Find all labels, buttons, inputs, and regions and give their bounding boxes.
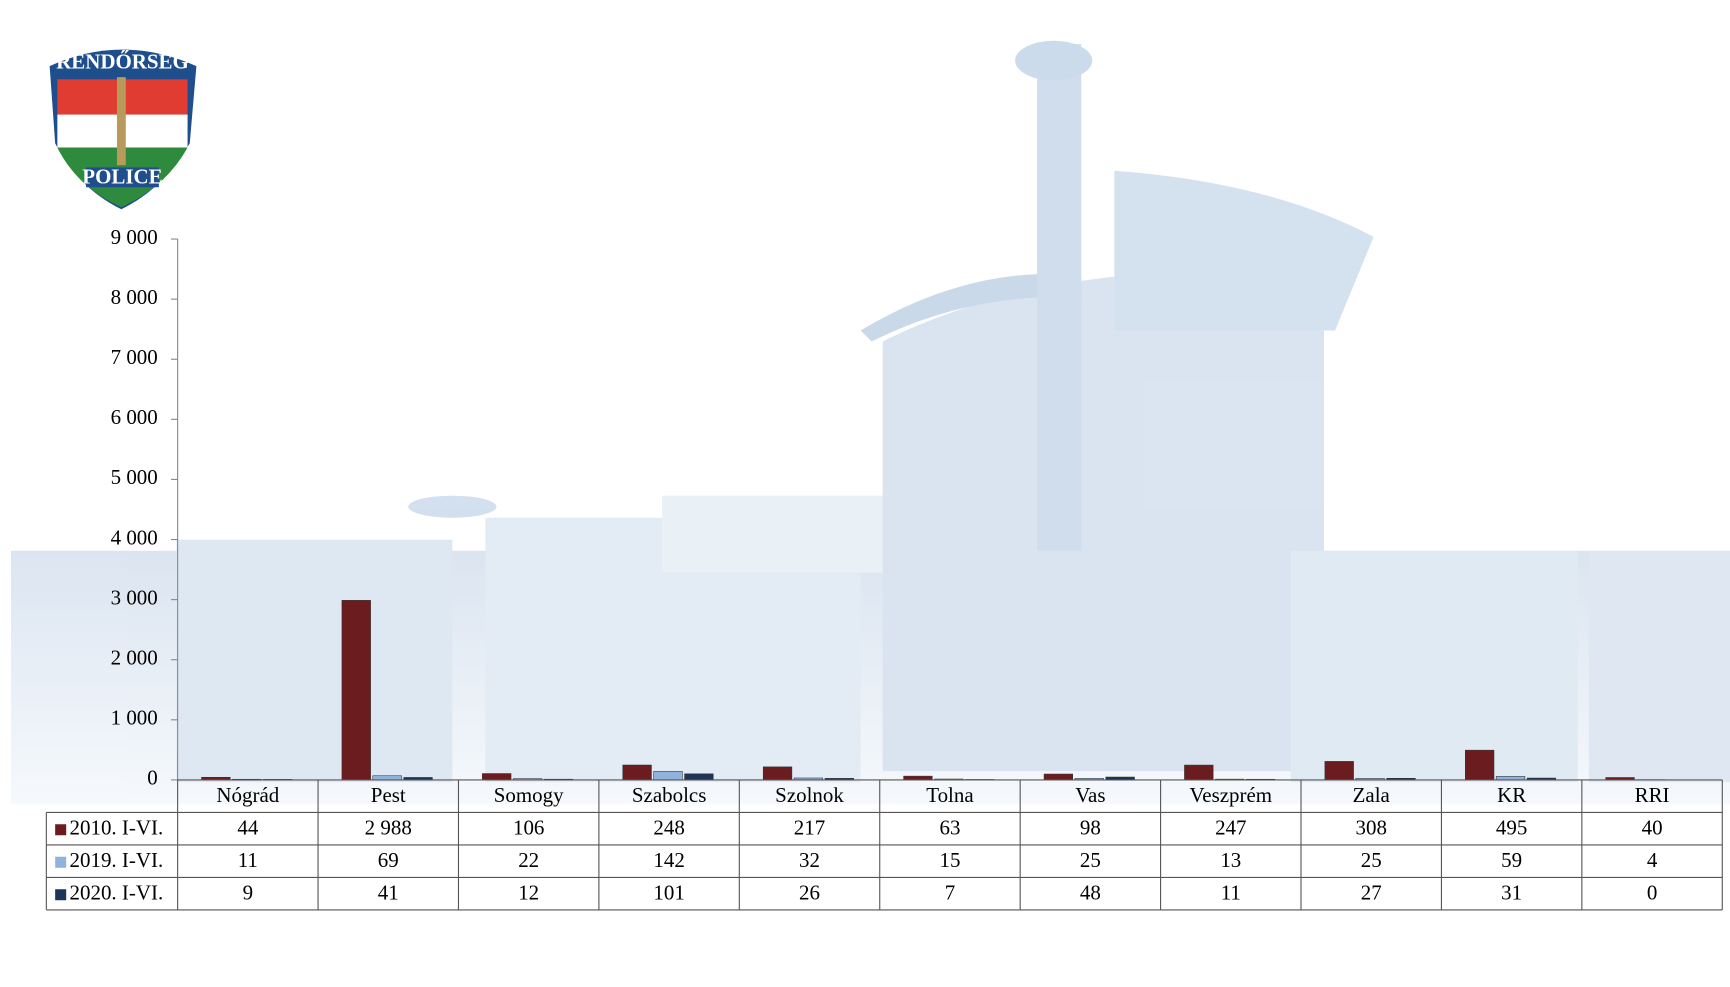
y-tick-label: 2 000 [111,646,158,670]
table-cell: 11 [238,848,258,872]
table-cell: 106 [513,816,544,840]
logo-bottom-text: POLICE [82,164,162,188]
y-tick-label: 0 [147,766,157,790]
table-cell: 308 [1356,816,1387,840]
table-cell: 25 [1080,848,1101,872]
table-cell: 25 [1361,848,1382,872]
table-cell: 495 [1496,816,1527,840]
table-cell: 98 [1080,816,1101,840]
legend-key [55,889,67,901]
table-cell: 0 [1647,881,1657,905]
legend-label: 2019. I-VI. [70,848,164,872]
x-tick-label: Tolna [926,783,973,807]
logo-top-text: RENDŐRSÉG [56,50,189,74]
y-tick-label: 8 000 [111,285,158,309]
bar [372,775,402,781]
legend-label: 2020. I-VI. [70,881,164,905]
x-tick-label: Nógrád [216,783,279,807]
table-cell: 44 [237,816,258,840]
y-tick-label: 3 000 [111,585,158,609]
legend-label: 2010. I-VI. [70,816,164,840]
table-cell: 142 [653,848,684,872]
bar [1043,773,1074,781]
table-cell: 40 [1642,816,1663,840]
y-tick-label: 9 000 [111,225,158,249]
table-cell: 63 [939,816,960,840]
bar [684,773,714,781]
x-tick-label: RRI [1635,783,1670,807]
table-cell: 13 [1220,848,1241,872]
background [11,40,1730,805]
x-tick-label: Pest [371,783,406,807]
table-cell: 248 [653,816,684,840]
table-cell: 48 [1080,881,1101,905]
legend-key [55,824,67,836]
table-cell: 11 [1221,881,1241,905]
table-cell: 9 [243,881,253,905]
table-cell: 59 [1501,848,1522,872]
y-tick-label: 1 000 [111,706,158,730]
table-cell: 32 [799,848,820,872]
table-cell: 217 [794,816,825,840]
table-cell: 4 [1647,848,1658,872]
y-tick-label: 6 000 [111,405,158,429]
table-cell: 12 [518,881,539,905]
table-cell: 7 [945,881,955,905]
table-cell: 31 [1501,881,1522,905]
bar [1324,761,1354,781]
table-cell: 26 [799,881,820,905]
bar [653,771,683,781]
x-tick-label: KR [1497,783,1526,807]
table-cell: 41 [378,881,399,905]
y-tick-label: 4 000 [111,525,158,549]
table-cell: 69 [378,848,399,872]
table-cell: 27 [1361,881,1382,905]
bar [482,773,512,781]
bar [762,766,793,781]
legend-key [55,856,67,868]
x-tick-label: Szabolcs [632,783,706,807]
y-tick-label: 7 000 [111,345,158,369]
x-tick-label: Szolnok [775,783,844,807]
x-tick-label: Zala [1353,783,1390,807]
bar [903,775,933,781]
table-cell: 101 [653,881,684,905]
table-cell: 22 [518,848,539,872]
y-tick-label: 5 000 [111,465,158,489]
bar [622,764,652,781]
x-tick-label: Vas [1075,783,1105,807]
table-cell: 15 [939,848,960,872]
table-cell: 247 [1215,816,1246,840]
x-tick-label: Veszprém [1189,783,1272,807]
table-cell: 2 988 [365,816,412,840]
logo: RENDŐRSÉG POLICE [49,49,197,210]
x-tick-label: Somogy [494,783,564,807]
bar [341,600,371,781]
bar [1184,764,1214,781]
bar [1465,749,1495,781]
